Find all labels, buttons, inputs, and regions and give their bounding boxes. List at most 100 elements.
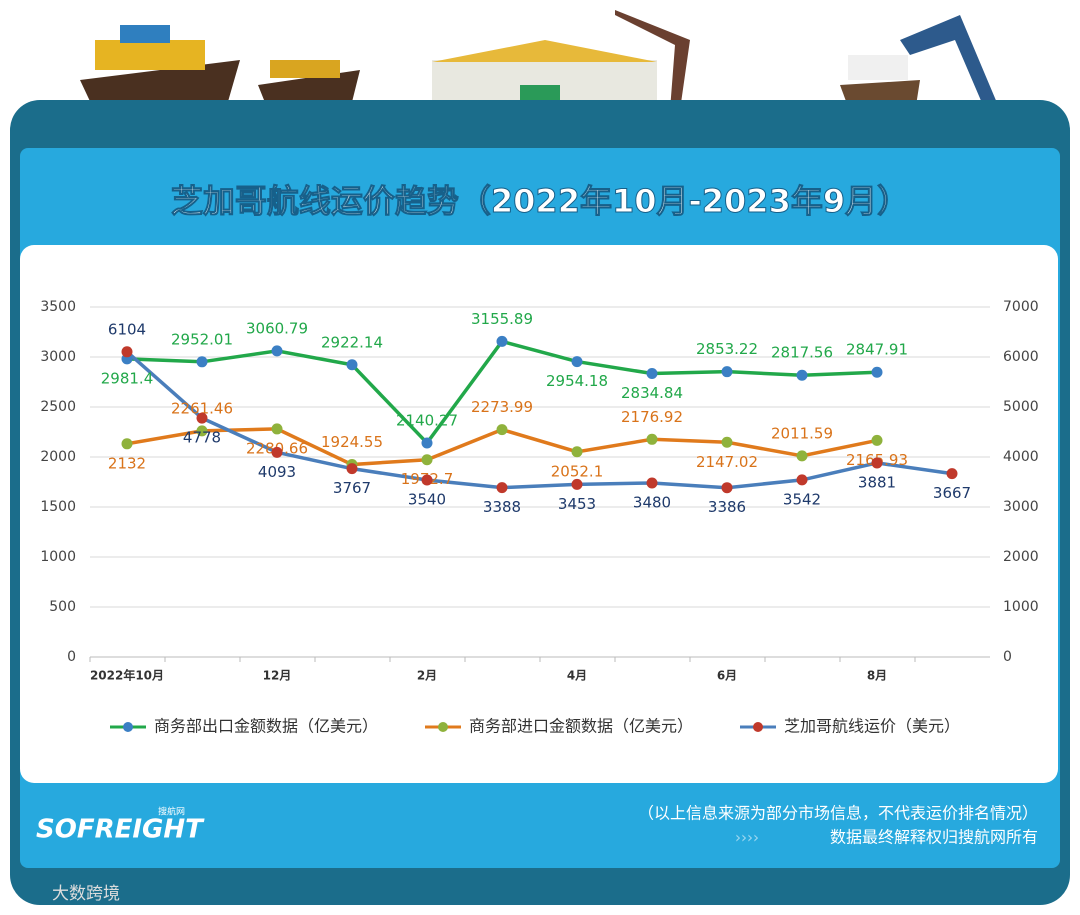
footer-note: （以上信息来源为部分市场信息，不代表运价排名情况） bbox=[638, 804, 1038, 823]
data-label: 6104 bbox=[108, 320, 146, 338]
y-tick-label: 1500 bbox=[40, 499, 76, 515]
y-tick-label: 3500 bbox=[40, 299, 76, 315]
y2-tick-label: 6000 bbox=[1003, 349, 1039, 365]
marker bbox=[871, 457, 883, 469]
y-tick-label: 1000 bbox=[40, 549, 76, 565]
marker bbox=[946, 468, 958, 480]
data-label: 2817.56 bbox=[771, 344, 833, 362]
data-label: 3388 bbox=[483, 498, 521, 516]
legend-marker bbox=[753, 722, 763, 732]
data-label: 2132 bbox=[108, 454, 146, 472]
marker bbox=[721, 482, 733, 494]
data-label: 2853.22 bbox=[696, 340, 758, 358]
legend-label: 芝加哥航线运价（美元） bbox=[784, 717, 960, 736]
data-label: 3155.89 bbox=[471, 310, 533, 328]
plot: 0 500 1000 1500 2000 2500 3000 3500 0 1000 2000 300… bbox=[40, 299, 1038, 736]
data-label: 3667 bbox=[933, 484, 971, 502]
x-tick-label: 6月 bbox=[717, 669, 737, 683]
marker bbox=[121, 438, 133, 450]
marker bbox=[496, 335, 508, 347]
logo-sub: 搜航网 bbox=[158, 806, 185, 818]
marker bbox=[571, 478, 583, 490]
marker bbox=[571, 356, 583, 368]
data-label: 4778 bbox=[183, 429, 221, 447]
legend-marker bbox=[438, 722, 448, 732]
marker bbox=[721, 436, 733, 448]
marker bbox=[121, 346, 133, 358]
y2-tick-label: 1000 bbox=[1003, 599, 1039, 615]
y-tick-label: 2000 bbox=[40, 449, 76, 465]
watermark: 大数跨境 bbox=[52, 884, 120, 904]
data-label: 2052.1 bbox=[551, 462, 604, 480]
marker bbox=[196, 412, 208, 424]
x-tick-label: 2022年10月 bbox=[90, 668, 164, 683]
data-label: 4093 bbox=[258, 463, 296, 481]
marker bbox=[346, 359, 358, 371]
legend-label: 商务部出口金额数据（亿美元） bbox=[154, 717, 378, 736]
x-tick-label: 4月 bbox=[567, 669, 587, 683]
marker bbox=[571, 446, 583, 458]
data-label: 2011.59 bbox=[771, 424, 833, 442]
y2-tick-label: 5000 bbox=[1003, 399, 1039, 415]
marker bbox=[346, 463, 358, 475]
y2-tick-label: 2000 bbox=[1003, 549, 1039, 565]
marker bbox=[646, 477, 658, 489]
y2-tick-label: 7000 bbox=[1003, 299, 1039, 315]
marker bbox=[871, 366, 883, 378]
y2-tick-label: 0 bbox=[1003, 649, 1012, 665]
marker bbox=[646, 368, 658, 380]
data-label: 2981.4 bbox=[101, 369, 154, 387]
data-label: 2847.91 bbox=[846, 341, 908, 359]
data-label: 3540 bbox=[408, 491, 446, 509]
data-label: 2834.84 bbox=[621, 384, 683, 402]
data-label: 2147.02 bbox=[696, 453, 758, 471]
marker bbox=[271, 423, 283, 435]
legend-label: 商务部进口金额数据（亿美元） bbox=[469, 717, 693, 736]
data-label: 2176.92 bbox=[621, 408, 683, 426]
marker bbox=[496, 482, 508, 494]
header-decoration bbox=[80, 10, 1000, 112]
y2-tick-label: 4000 bbox=[1003, 449, 1039, 465]
data-label: 3453 bbox=[558, 495, 596, 513]
x-tick-label: 12月 bbox=[263, 669, 292, 683]
x-tick-label: 2月 bbox=[417, 669, 437, 683]
data-label: 2140.27 bbox=[396, 411, 458, 429]
data-label: 3542 bbox=[783, 490, 821, 508]
marker bbox=[796, 369, 808, 381]
data-label: 3881 bbox=[858, 473, 896, 491]
data-label: 3767 bbox=[333, 479, 371, 497]
data-label: 2273.99 bbox=[471, 398, 533, 416]
y-tick-label: 3000 bbox=[40, 349, 76, 365]
marker bbox=[271, 345, 283, 357]
data-label: 2261.46 bbox=[171, 399, 233, 417]
marker bbox=[721, 366, 733, 378]
x-tick-label: 8月 bbox=[867, 669, 887, 683]
marker bbox=[796, 474, 808, 486]
marker bbox=[196, 356, 208, 368]
footer-arrows: ›››› bbox=[735, 829, 759, 847]
series-line bbox=[125, 350, 953, 490]
footer-rights: 数据最终解释权归搜航网所有 bbox=[830, 828, 1038, 847]
data-label: 2954.18 bbox=[546, 372, 608, 390]
plot-panel bbox=[20, 245, 1058, 783]
y-tick-label: 500 bbox=[49, 599, 76, 615]
marker bbox=[796, 450, 808, 462]
marker bbox=[871, 434, 883, 446]
chart-title: 芝加哥航线运价趋势（2022年10月-2023年9月） bbox=[171, 182, 909, 220]
marker bbox=[496, 424, 508, 436]
legend-marker bbox=[123, 722, 133, 732]
marker bbox=[196, 425, 208, 437]
data-label: 2952.01 bbox=[171, 330, 233, 348]
y2-tick-label: 3000 bbox=[1003, 499, 1039, 515]
data-label: 2922.14 bbox=[321, 333, 383, 351]
y-tick-label: 2500 bbox=[40, 399, 76, 415]
marker bbox=[421, 474, 433, 486]
marker bbox=[646, 433, 658, 445]
marker bbox=[421, 454, 433, 466]
y-tick-label: 0 bbox=[67, 649, 76, 665]
data-label: 3480 bbox=[633, 494, 671, 512]
data-label: 3386 bbox=[708, 498, 746, 516]
data-label: 1924.55 bbox=[321, 433, 383, 451]
marker bbox=[421, 437, 433, 449]
